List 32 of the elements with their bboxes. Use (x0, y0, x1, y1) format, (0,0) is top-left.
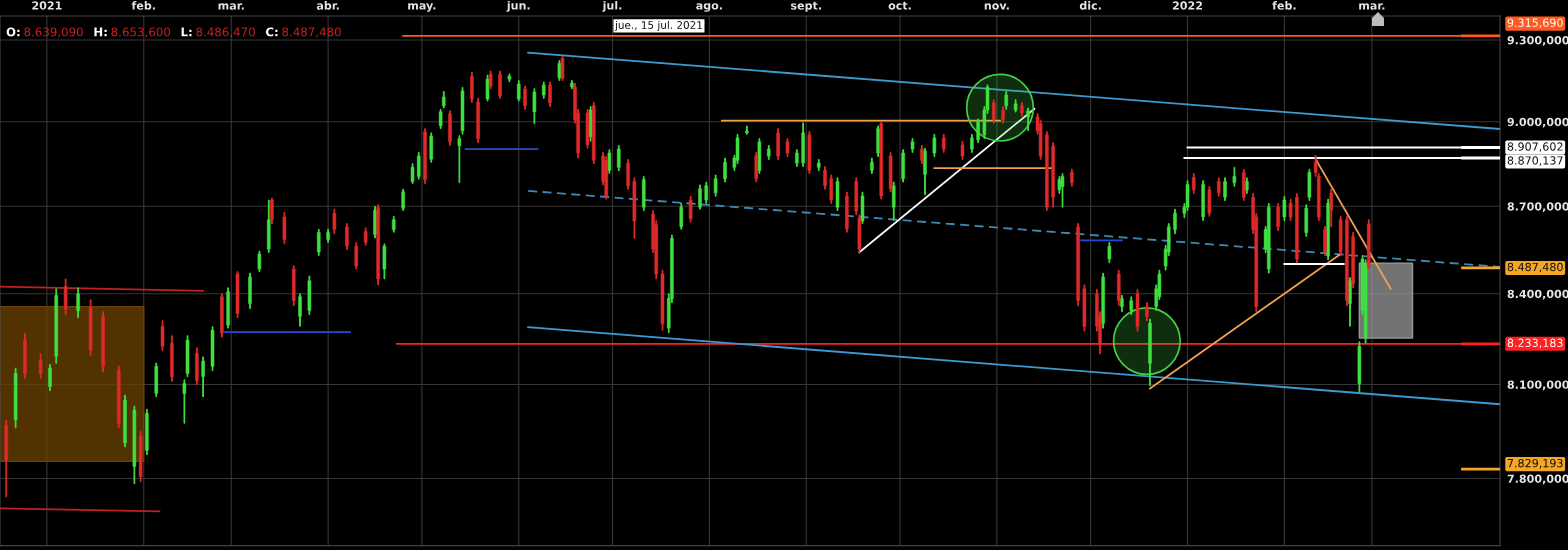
annotation: jue., 15 jul. 2021 (614, 20, 702, 31)
x-tick-label: ago. (696, 3, 722, 12)
x-tick-label: feb. (131, 1, 155, 10)
y-tick-label: 7.800,000 (1507, 474, 1568, 485)
x-tick-label: oct. (888, 1, 911, 10)
x-tick-label: mar. (218, 3, 244, 10)
x-tick-label: may. (408, 3, 436, 12)
y-tick-label: 9.000,000 (1507, 117, 1568, 128)
annotation: O: 8.639,090 (6, 27, 83, 38)
x-tick-label: mar. (1359, 3, 1385, 10)
ref-line-label: 8.907,602 (1507, 142, 1563, 152)
y-tick-label: 8.700,000 (1507, 202, 1568, 213)
y-tick-label: 8.100,000 (1507, 380, 1568, 391)
x-tick-label: 2021 (32, 1, 62, 10)
ref-line-label: 8.870,137 (1507, 156, 1563, 166)
ref-line-label: 8.487,480 (1507, 262, 1563, 273)
y-tick-label: 8.400,000 (1507, 289, 1568, 300)
x-tick-label: dic. (1079, 1, 1101, 10)
x-tick-label: nov. (984, 3, 1009, 10)
annotation: H: 8.653,600 (94, 27, 171, 38)
x-tick-label: jun. (506, 0, 530, 12)
ref-line-label: 7.829,193 (1507, 458, 1563, 469)
x-tick-label: feb. (1272, 1, 1296, 10)
ref-line-label: 8.233,183 (1507, 338, 1563, 349)
y-tick-label: 9.300,000 (1507, 35, 1568, 46)
x-tick-label: jul. (602, 0, 622, 12)
ref-line-label: 9.315,690 (1507, 18, 1563, 28)
x-tick-label: 2022 (1172, 1, 1202, 10)
annotation: C: 8.487,480 (265, 27, 341, 38)
annotation: L: 8.486,470 (181, 27, 255, 38)
x-tick-label: sept. (791, 1, 821, 12)
x-tick-label: abr. (316, 1, 339, 10)
